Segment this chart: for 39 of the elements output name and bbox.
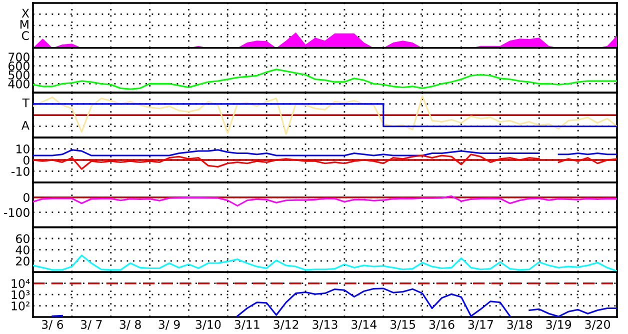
y-tick-label: 400 — [8, 79, 30, 88]
y-tick-label: -10 — [12, 166, 30, 176]
x-tick-label: 3/15 — [390, 320, 416, 330]
y-tick-label: 500 — [8, 70, 30, 80]
text: A — [22, 121, 30, 130]
y-tick-label: 700 — [8, 52, 30, 62]
y-tick-label: 40 — [16, 245, 30, 254]
x-tick-label: 3/20 — [585, 320, 610, 330]
y-tick-label: 60 — [16, 234, 30, 244]
x-tick-label: 3/11 — [234, 320, 260, 330]
line-series — [33, 195, 617, 207]
text: T — [22, 98, 30, 108]
y-tick-label: 10³ — [12, 290, 30, 300]
x-tick-label: 3/13 — [312, 320, 338, 330]
text: C — [22, 31, 29, 40]
x-tick-label: 3/18 — [507, 320, 532, 330]
x-tick-label: 3/19 — [546, 320, 572, 330]
y-tick-label: 0 — [23, 156, 30, 165]
x-tick-label: 3/16 — [429, 320, 454, 330]
x-tick-label: 3/14 — [352, 320, 377, 330]
text: X — [22, 8, 30, 18]
x-tick-label: 3/ 6 — [42, 320, 64, 330]
text: M — [20, 20, 28, 29]
x-tick-label: 3/ 9 — [158, 320, 180, 330]
x-tick-label: 3/12 — [274, 320, 298, 330]
x-tick-label: 3/10 — [196, 320, 221, 330]
line-series — [528, 308, 617, 317]
y-tick-label: 20 — [16, 256, 30, 266]
x-tick-label: 3/ 7 — [80, 320, 102, 330]
x-tick-label: 3/17 — [468, 320, 493, 330]
y-tick-label: 600 — [8, 62, 30, 70]
y-tick-label: 0 — [23, 193, 30, 202]
y-tick-label: 10 — [16, 144, 30, 154]
y-tick-label: 10⁴ — [12, 279, 30, 288]
y-tick-label: 10² — [12, 302, 30, 310]
line-series — [236, 288, 511, 317]
y-tick-label: -100 — [4, 208, 30, 217]
x-tick-label: 3/ 8 — [120, 320, 141, 330]
line-series — [33, 68, 617, 90]
